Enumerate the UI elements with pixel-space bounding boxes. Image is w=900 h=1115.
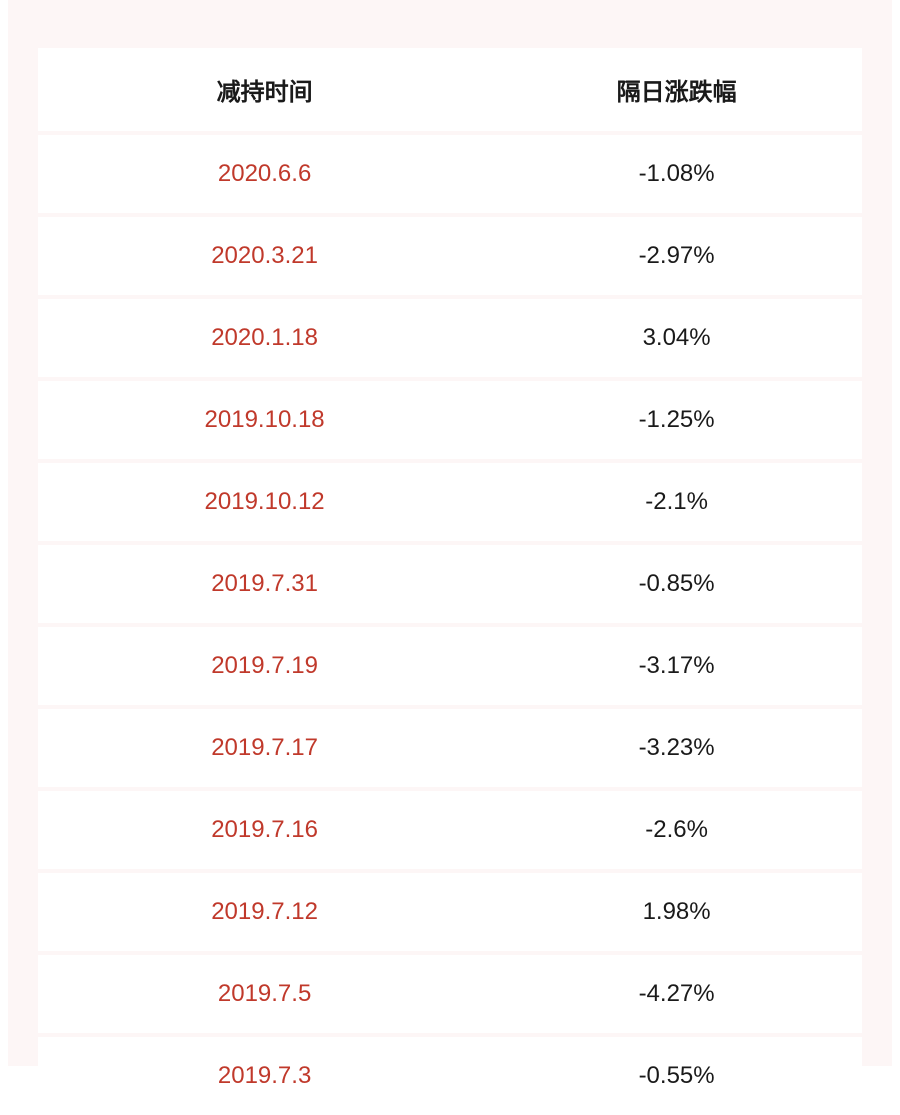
date-cell: 2019.10.18 <box>38 379 491 461</box>
page-container: 减持时间 隔日涨跌幅 2020.6.6 -1.08% 2020.3.21 -2.… <box>0 0 900 1066</box>
value-cell: 3.04% <box>491 297 862 379</box>
reduction-table: 减持时间 隔日涨跌幅 2020.6.6 -1.08% 2020.3.21 -2.… <box>38 48 862 1115</box>
value-cell: -1.25% <box>491 379 862 461</box>
table-header-row: 减持时间 隔日涨跌幅 <box>38 48 862 133</box>
date-cell: 2020.1.18 <box>38 297 491 379</box>
date-cell: 2020.3.21 <box>38 215 491 297</box>
date-cell: 2019.7.16 <box>38 789 491 871</box>
date-cell: 2019.7.31 <box>38 543 491 625</box>
date-cell: 2019.7.5 <box>38 953 491 1035</box>
col-header-date: 减持时间 <box>38 48 491 133</box>
table-row: 2019.7.16 -2.6% <box>38 789 862 871</box>
table-row: 2019.10.18 -1.25% <box>38 379 862 461</box>
date-cell: 2019.7.12 <box>38 871 491 953</box>
table-row: 2019.7.12 1.98% <box>38 871 862 953</box>
value-cell: -2.1% <box>491 461 862 543</box>
table-row: 2019.7.17 -3.23% <box>38 707 862 789</box>
value-cell: -0.55% <box>491 1035 862 1115</box>
date-cell: 2019.10.12 <box>38 461 491 543</box>
value-cell: -1.08% <box>491 133 862 215</box>
date-cell: 2019.7.3 <box>38 1035 491 1115</box>
date-cell: 2019.7.17 <box>38 707 491 789</box>
table-row: 2020.6.6 -1.08% <box>38 133 862 215</box>
table-row: 2020.1.18 3.04% <box>38 297 862 379</box>
value-cell: -3.23% <box>491 707 862 789</box>
table-row: 2019.7.31 -0.85% <box>38 543 862 625</box>
date-cell: 2020.6.6 <box>38 133 491 215</box>
value-cell: 1.98% <box>491 871 862 953</box>
value-cell: -2.97% <box>491 215 862 297</box>
value-cell: -3.17% <box>491 625 862 707</box>
table-row: 2019.7.19 -3.17% <box>38 625 862 707</box>
value-cell: -0.85% <box>491 543 862 625</box>
table-row: 2019.7.5 -4.27% <box>38 953 862 1035</box>
table-row: 2019.7.3 -0.55% <box>38 1035 862 1115</box>
col-header-value: 隔日涨跌幅 <box>491 48 862 133</box>
table-row: 2019.10.12 -2.1% <box>38 461 862 543</box>
table-panel: 减持时间 隔日涨跌幅 2020.6.6 -1.08% 2020.3.21 -2.… <box>8 0 892 1066</box>
value-cell: -2.6% <box>491 789 862 871</box>
value-cell: -4.27% <box>491 953 862 1035</box>
table-row: 2020.3.21 -2.97% <box>38 215 862 297</box>
date-cell: 2019.7.19 <box>38 625 491 707</box>
